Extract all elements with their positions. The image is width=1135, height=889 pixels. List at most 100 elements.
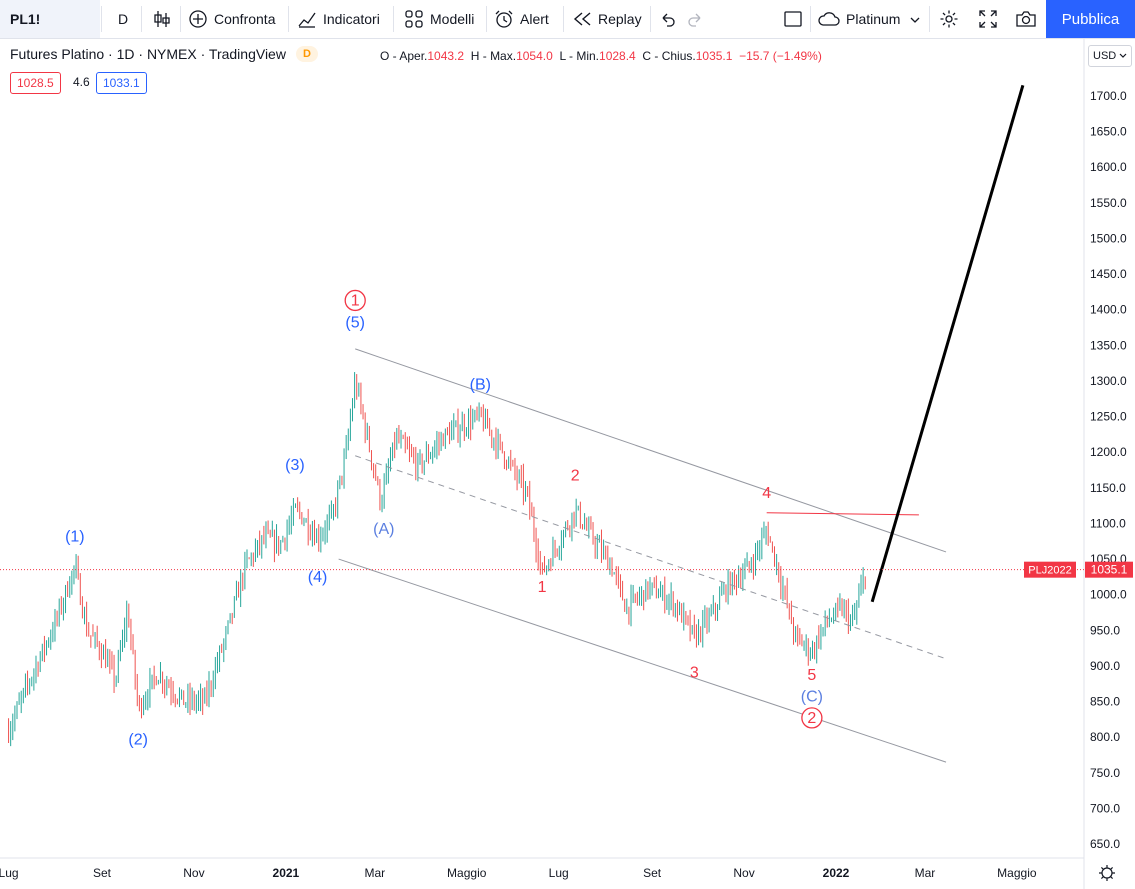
price-tick-label: 1500.0: [1090, 231, 1127, 245]
price-tick-label: 850.0: [1090, 695, 1120, 709]
replay-label: Replay: [598, 11, 642, 27]
wave-label: 4: [762, 485, 771, 502]
high-value: 1054.0: [516, 49, 553, 63]
price-tick-label: 800.0: [1090, 730, 1120, 744]
price-tick-label: 650.0: [1090, 837, 1120, 851]
candles-layer: [8, 372, 866, 747]
toolbar-divider: [393, 6, 394, 32]
drawings-layer: [338, 84, 1025, 763]
compare-button[interactable]: Confronta: [188, 0, 275, 38]
symbol-tag-label: PLJ2022: [1028, 565, 1071, 577]
interval-label: D: [117, 11, 129, 27]
close-label: C - Chius.: [642, 49, 696, 63]
time-tick-label: Lug: [549, 866, 569, 880]
price-axis[interactable]: 650.0 700.0 750.0 800.0 850.0 900.0 950.0 1000.…: [1090, 89, 1127, 851]
ohlc-values: O - Aper.1043.2 H - Max.1054.0 L - Min.1…: [380, 49, 822, 63]
time-tick-label: Nov: [183, 866, 204, 880]
wave-label: 2: [807, 710, 816, 727]
price-tick-label: 1150.0: [1090, 481, 1126, 495]
toolbar-divider: [563, 6, 564, 32]
toolbar-divider: [141, 6, 142, 32]
gear-icon: [940, 10, 958, 28]
time-tick-label: Set: [93, 866, 112, 880]
channel-upper-line: [355, 348, 947, 553]
toolbar-divider: [810, 6, 811, 32]
indicators-icon: [297, 9, 317, 29]
cloud-icon: [818, 10, 840, 28]
high-label: H - Max.: [470, 49, 517, 63]
plus-circle-icon: [188, 9, 208, 29]
price-tick-label: 900.0: [1090, 659, 1120, 673]
alert-button[interactable]: Alert: [494, 0, 549, 38]
wave-label: (B): [470, 377, 491, 394]
sell-price-button[interactable]: 1028.5: [10, 72, 61, 94]
indicators-button[interactable]: Indicatori: [297, 0, 380, 38]
wave-label: 3: [690, 664, 699, 681]
settings-button[interactable]: [937, 0, 961, 38]
time-tick-label: Maggio: [997, 866, 1037, 880]
symbol-label: PL1!: [10, 11, 41, 27]
price-tick-label: 1400.0: [1090, 303, 1127, 317]
replay-button[interactable]: Replay: [572, 0, 642, 38]
publish-button[interactable]: Pubblica: [1046, 0, 1135, 38]
price-tick-label: 750.0: [1090, 766, 1120, 780]
resistance-line: [766, 512, 919, 516]
bid-value: 1028.5: [17, 76, 54, 90]
wave-label: 1: [538, 579, 547, 596]
price-tick-label: 1000.0: [1090, 588, 1127, 602]
data-delay-badge[interactable]: D: [295, 46, 318, 62]
fullscreen-layout-button[interactable]: [782, 0, 804, 38]
price-tick-label: 1100.0: [1090, 516, 1126, 530]
currency-select[interactable]: USD: [1088, 45, 1133, 67]
time-axis-settings-button[interactable]: [1099, 865, 1115, 881]
templates-grid-icon: [404, 9, 424, 29]
legend-title[interactable]: Futures Platino · 1D · NYMEX · TradingVi…: [10, 46, 286, 62]
square-icon: [784, 11, 802, 27]
wave-label: (1): [65, 528, 85, 545]
toolbar-divider: [486, 6, 487, 32]
layout-name-label: Platinum: [846, 11, 901, 27]
channel-mid-line: [355, 455, 947, 660]
ask-value: 1033.1: [103, 76, 140, 90]
toolbar-divider: [929, 6, 930, 32]
redo-icon: [688, 13, 701, 27]
price-tick-label: 1450.0: [1090, 267, 1127, 281]
templates-button[interactable]: Modelli: [404, 0, 474, 38]
spread-value: 4.6: [73, 75, 90, 89]
buy-price-button[interactable]: 1033.1: [96, 72, 147, 94]
wave-label-circle: [801, 707, 823, 729]
toolbar-divider: [650, 6, 651, 32]
publish-label: Pubblica: [1061, 10, 1120, 28]
time-tick-label: Mar: [364, 866, 385, 880]
price-tick-label: 700.0: [1090, 801, 1120, 815]
alert-label: Alert: [520, 11, 549, 27]
templates-label: Modelli: [430, 11, 475, 27]
wave-label: (C): [801, 689, 823, 706]
wave-label: (4): [308, 569, 328, 586]
time-axis[interactable]: Lug Set Nov 2021 Mar Maggio Lug Set Nov 2022 Mar Ma…: [0, 866, 1037, 880]
layout-name-button[interactable]: Platinum: [818, 0, 920, 38]
interval-button[interactable]: D: [112, 0, 134, 38]
redo-button[interactable]: [684, 0, 706, 38]
camera-icon: [1016, 11, 1036, 27]
symbol-button[interactable]: PL1!: [0, 0, 100, 38]
chart-style-button[interactable]: [150, 0, 174, 38]
wave-label: 5: [807, 667, 816, 684]
price-tick-label: 1250.0: [1090, 410, 1127, 424]
chevron-down-icon: [910, 11, 920, 27]
change-value: −15.7 (−1.49%): [739, 49, 822, 63]
chevron-down-icon: [1119, 50, 1127, 62]
wave-label-circle: [344, 289, 366, 312]
compare-label: Confronta: [214, 11, 276, 27]
time-tick-label: Set: [643, 866, 662, 880]
undo-button[interactable]: [657, 0, 679, 38]
snapshot-button[interactable]: [1014, 0, 1038, 38]
time-tick-label: 2022: [823, 866, 850, 880]
undo-icon: [662, 13, 675, 27]
channel-lower-line: [338, 558, 947, 763]
price-tick-label: 950.0: [1090, 623, 1120, 637]
toolbar-divider: [101, 6, 102, 32]
time-tick-label: Lug: [0, 866, 19, 880]
fullscreen-button[interactable]: [976, 0, 1000, 38]
